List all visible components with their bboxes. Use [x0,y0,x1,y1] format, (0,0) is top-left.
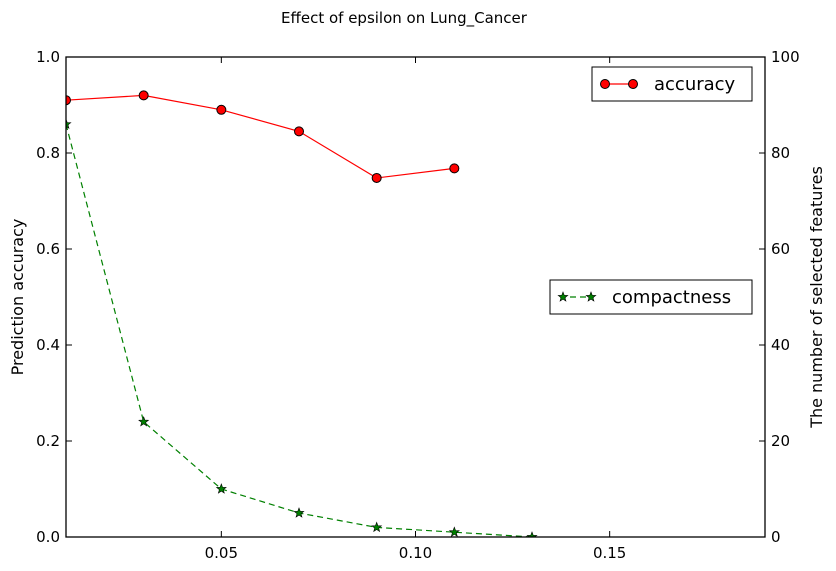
axis-ticks: 0.05 0.10 0.15 0.0 0.2 0.4 0.6 0.8 1.0 0 20 40 60 80 1… [36,48,800,562]
compactness-legend: compactness [549,279,753,315]
compactness-point [526,531,538,537]
legend-marker [628,79,638,89]
y2-axis-label: The number of selected features [807,166,826,429]
y-tick-label: 1.0 [36,48,60,66]
compactness-point [215,483,227,494]
accuracy-point [138,90,149,101]
plot-content [66,90,538,537]
y2-tick-label: 0 [771,528,781,546]
plot-area [66,90,538,537]
accuracy-point [371,172,382,183]
accuracy-point [294,126,304,137]
x-tick-label: 0.10 [399,544,432,562]
compactness-point [66,118,72,129]
y-tick-label: 0.8 [36,144,60,162]
compactness-point [293,507,305,518]
legend-label: accuracy [654,74,736,95]
x-tick-label: 0.05 [205,544,238,562]
legend-marker [585,291,597,302]
accuracy-point [66,95,71,106]
compactness-point [138,415,150,427]
y-tick-label: 0.0 [36,528,60,546]
y2-tick-label: 80 [771,144,790,162]
legend-label: compactness [612,287,731,308]
compactness-point [371,521,383,533]
legends: accuracy compactness [549,66,753,315]
accuracy-point [449,163,460,174]
x-tick-label: 0.15 [593,544,626,562]
accuracy-point [216,104,227,115]
y-tick-label: 0.6 [36,240,60,258]
compactness-point [448,526,460,537]
legend-marker [600,79,610,89]
legend-marker [557,291,569,302]
y2-tick-label: 40 [771,336,790,354]
accuracy-line [66,94,455,179]
y2-tick-label: 60 [771,240,790,258]
y-axis-label: Prediction accuracy [8,219,27,376]
y-tick-label: 0.2 [36,432,60,450]
accuracy-legend: accuracy [591,66,753,102]
y2-tick-label: 100 [771,48,800,66]
y2-tick-label: 20 [771,432,790,450]
chart-title: Effect of epsilon on Lung_Cancer [281,9,528,28]
y-tick-label: 0.4 [36,336,60,354]
compactness-line [66,124,533,537]
